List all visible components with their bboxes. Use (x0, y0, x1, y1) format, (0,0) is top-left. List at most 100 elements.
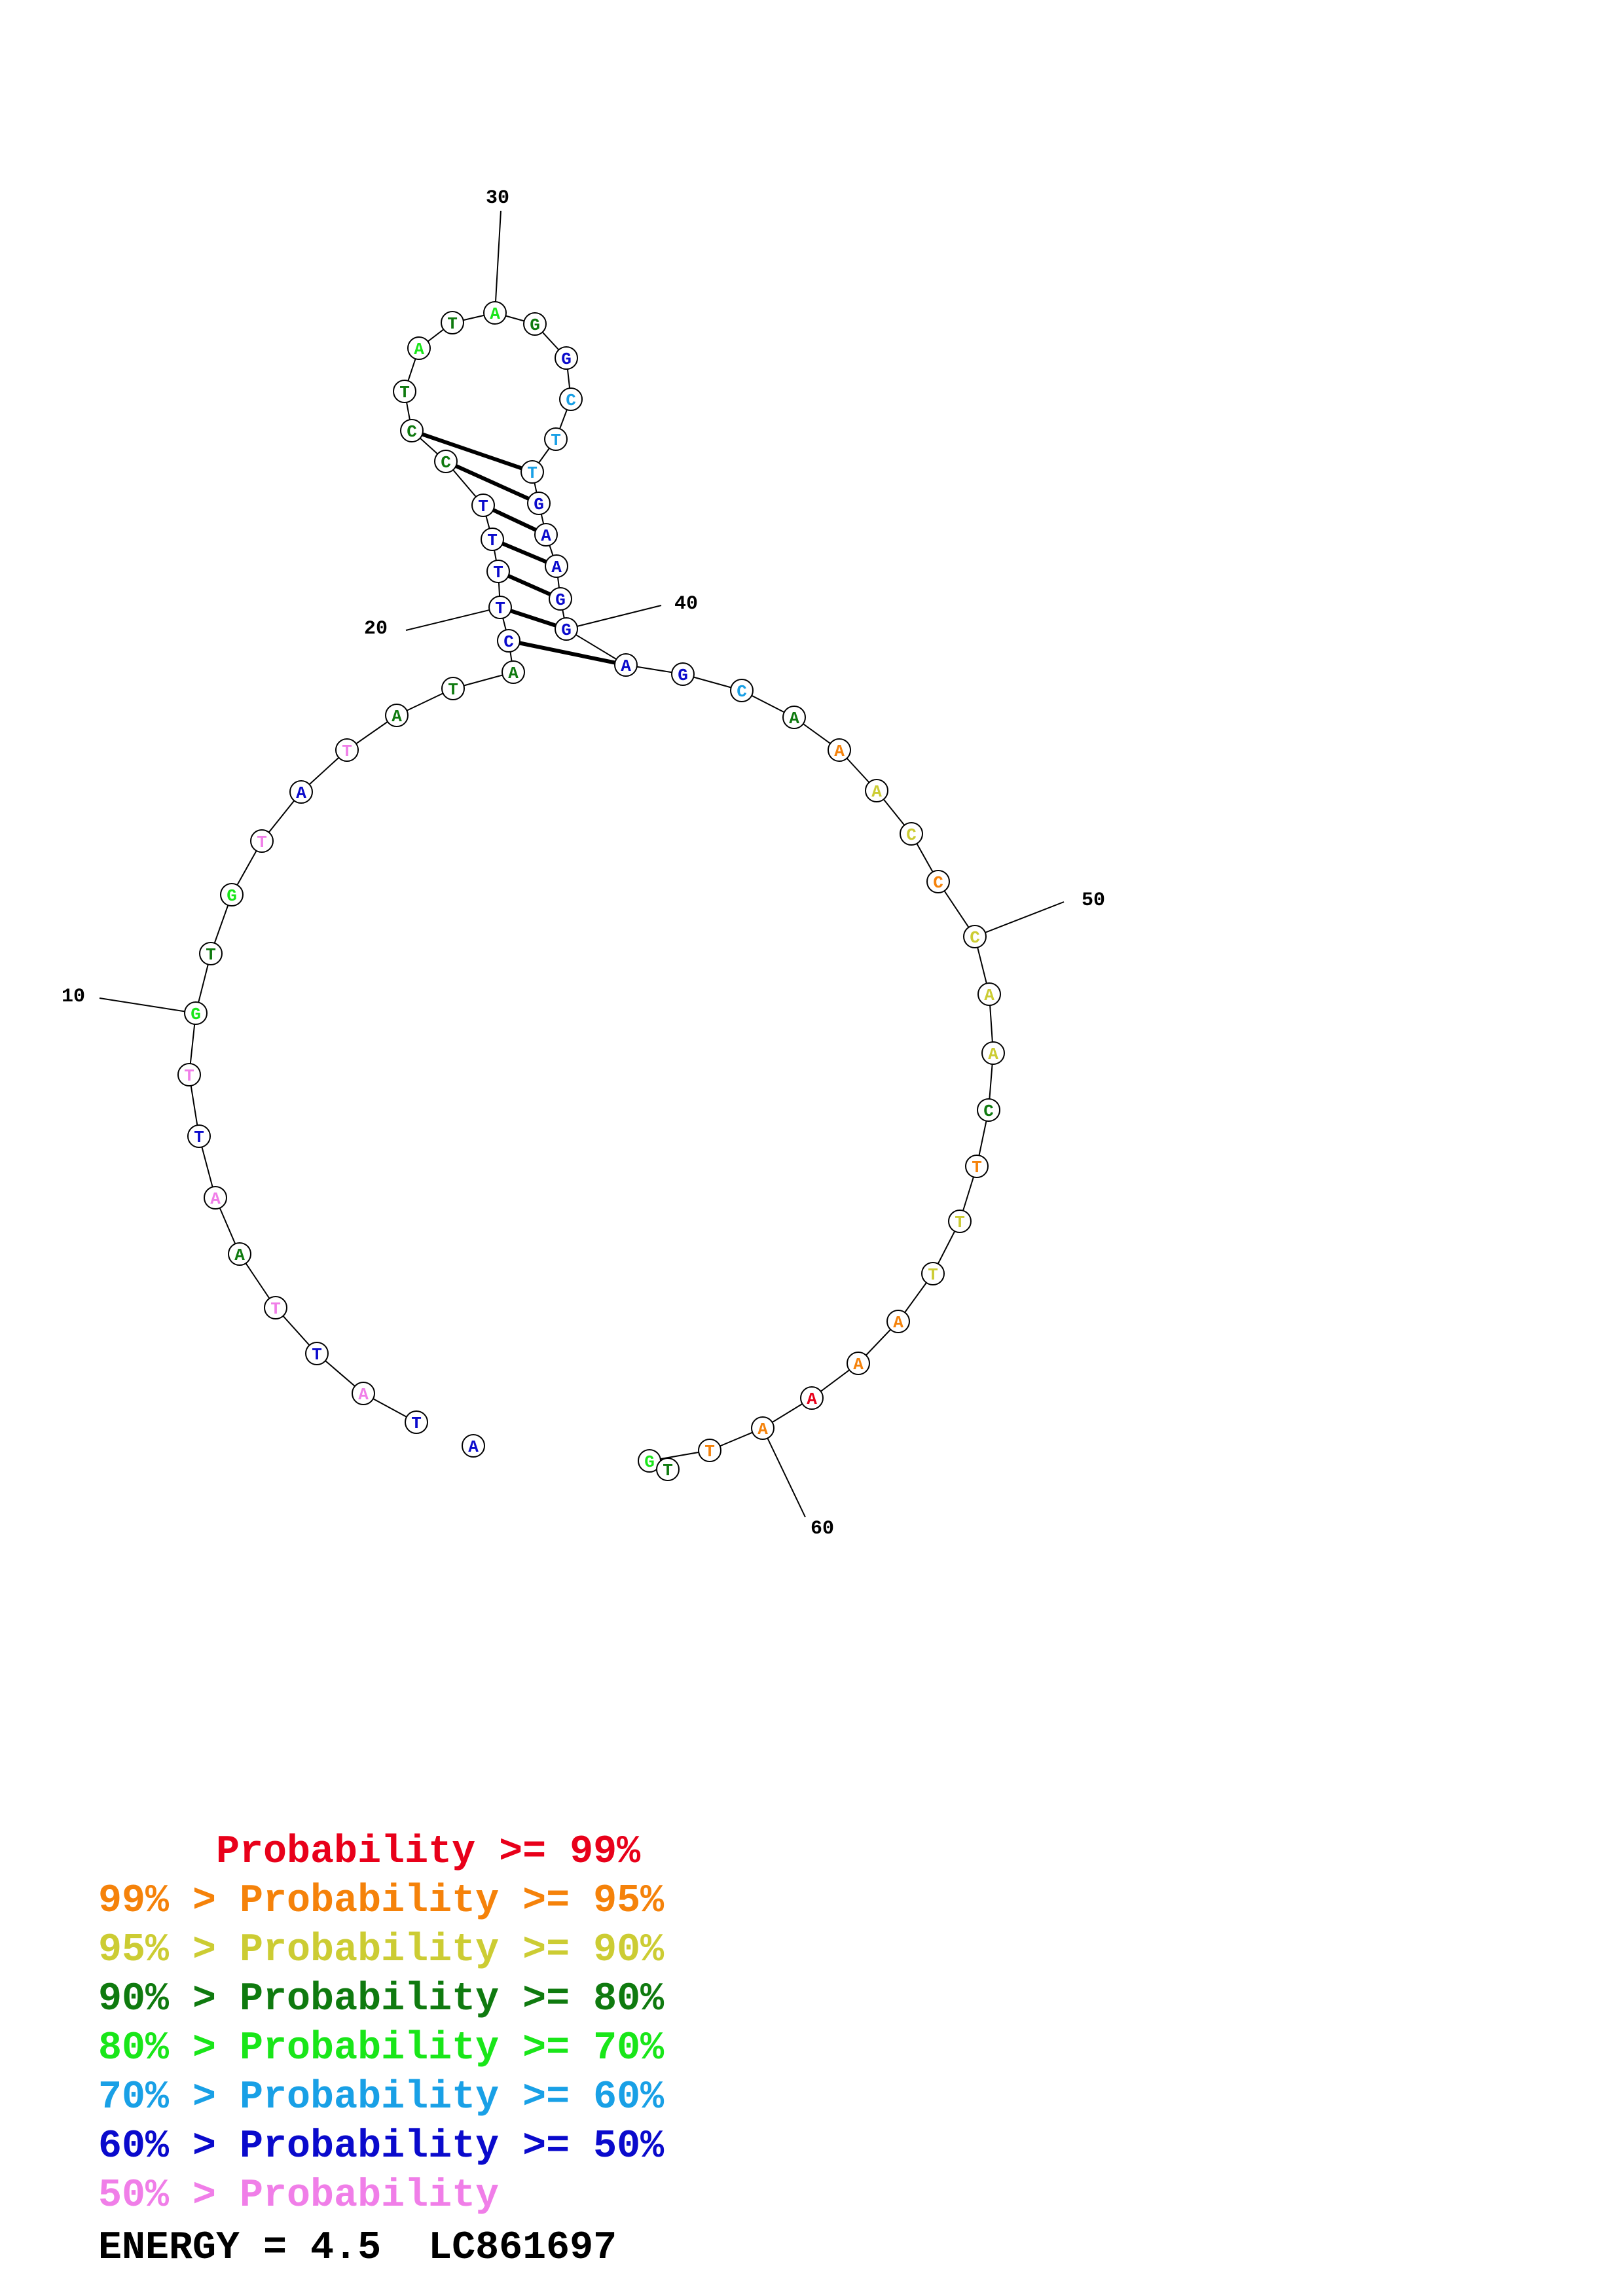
nucleotide-circle (948, 1210, 972, 1233)
nucleotide-letter: T (663, 1461, 673, 1480)
legend-entry-60: 70% > Probability >= 60% (98, 2075, 665, 2120)
nucleotide-letter: C (906, 825, 917, 845)
nucleotide-58: A (751, 1416, 775, 1440)
nucleotide-letter: A (807, 1390, 817, 1409)
nucleotide-circle (921, 1262, 945, 1285)
nucleotide-letter: T (704, 1442, 715, 1462)
nucleotide-15: T (335, 738, 359, 762)
nucleotide-55: A (886, 1310, 910, 1333)
nucleotide-letter: C (566, 391, 576, 410)
legend-entry-95: 99% > Probability >= 95% (98, 1879, 665, 1924)
nucleotide-letter: T (411, 1414, 422, 1433)
nucleotide-circle (656, 1458, 680, 1481)
nucleotide-51: C (977, 1098, 1000, 1122)
nucleotide-letter: C (970, 928, 980, 948)
nucleotide-9: T (177, 1063, 201, 1086)
nucleotide-letter: G (678, 666, 688, 685)
nucleotide-circle (544, 427, 568, 451)
nucleotide-46: C (900, 822, 923, 846)
nucleotide-circle (434, 450, 458, 473)
nucleotide-circle (481, 528, 504, 551)
nucleotide-2: T (405, 1410, 428, 1434)
nucleotide-circle (471, 493, 495, 517)
nucleotide-5: T (264, 1296, 287, 1319)
nucleotide-letter: T (487, 531, 498, 550)
base-pair-bond (411, 429, 533, 474)
nucleotide-circle (549, 587, 572, 611)
nucleotide-circle (187, 1124, 211, 1148)
nucleotide-letter: G (555, 590, 566, 610)
nucleotide-letter: T (972, 1158, 982, 1177)
position-label-20: 20 (364, 618, 388, 640)
nucleotide-circle (555, 617, 578, 641)
nucleotide-41: G (671, 662, 695, 686)
nucleotide-letter: A (984, 986, 994, 1005)
nucleotide-43: A (782, 706, 806, 729)
nucleotide-letter: A (210, 1189, 221, 1209)
nucleotide-35: G (527, 492, 551, 515)
nucleotide-8: T (187, 1124, 211, 1148)
nucleotide-45: A (865, 779, 888, 802)
nucleotide-circle (614, 653, 638, 677)
nucleotide-letter: A (490, 304, 500, 324)
nucleotide-7: A (204, 1186, 227, 1210)
nucleotide-57: A (800, 1386, 824, 1410)
nucleotide-12: G (220, 883, 244, 906)
nucleotide-50: A (981, 1041, 1005, 1065)
nucleotide-circle (900, 822, 923, 846)
nucleotide-letter: A (853, 1355, 864, 1374)
nucleotide-circle (523, 312, 547, 336)
nucleotide-circle (335, 738, 359, 762)
position-label-60: 60 (811, 1518, 834, 1540)
nucleotide-letter: G (191, 1005, 201, 1024)
nucleotide-28: T (441, 311, 464, 334)
nucleotide-47: C (926, 870, 950, 893)
nucleotide-circle (220, 883, 244, 906)
nucleotide-circle (671, 662, 695, 686)
nucleotide-letter: C (983, 1102, 994, 1121)
base-pair-bond (508, 639, 627, 667)
nucleotide-circle (184, 1001, 208, 1025)
nucleotide-circle (520, 460, 544, 484)
nucleotide-circle (782, 706, 806, 729)
nucleotide-circle (926, 870, 950, 893)
nucleotide-letter: G (227, 886, 237, 906)
nucleotide-42: C (730, 679, 754, 702)
nucleotide-circle (462, 1434, 485, 1458)
nucleotide-circle (486, 560, 510, 583)
nucleotide-circle (385, 704, 409, 727)
nucleotide-letter: A (392, 707, 402, 726)
nucleotide-letter: G (561, 620, 572, 640)
nucleotide-letter: T (312, 1345, 322, 1365)
position-label-10: 10 (62, 986, 85, 1008)
nucleotide-circle (228, 1242, 251, 1266)
nucleotide-49: A (977, 982, 1001, 1006)
nucleotide-circle (730, 679, 754, 702)
nucleotide-letter: T (342, 742, 352, 761)
nucleotide-circle (305, 1342, 329, 1365)
nucleotide-letter: T (928, 1265, 938, 1285)
nucleotide-letter: G (530, 315, 540, 335)
energy-label: ENERGY = 4.5 LC861697 (98, 2226, 617, 2270)
nucleotide-circle (501, 660, 525, 684)
nucleotide-letter: G (561, 350, 572, 369)
nucleotide-letter: T (478, 497, 488, 516)
nucleotide-circle (407, 336, 431, 360)
nucleotide-circle (393, 380, 416, 403)
nucleotide-circle (250, 829, 274, 853)
position-tick-60 (762, 1427, 806, 1518)
nucleotide-circle (865, 779, 888, 802)
nucleotide-circle (264, 1296, 287, 1319)
nucleotide-18: A (501, 660, 525, 684)
nucleotide-25: C (400, 419, 424, 442)
nucleotide-54: T (921, 1262, 945, 1285)
base-pair-bond (445, 459, 540, 505)
nucleotide-circle (977, 982, 1001, 1006)
nucleotide-circle (751, 1416, 775, 1440)
nucleotide-30: G (523, 312, 547, 336)
nucleotide-letter: T (447, 314, 458, 334)
nucleotide-20: T (488, 596, 512, 619)
nucleotide-letter: T (194, 1128, 204, 1147)
nucleotide-letter: A (789, 709, 799, 728)
